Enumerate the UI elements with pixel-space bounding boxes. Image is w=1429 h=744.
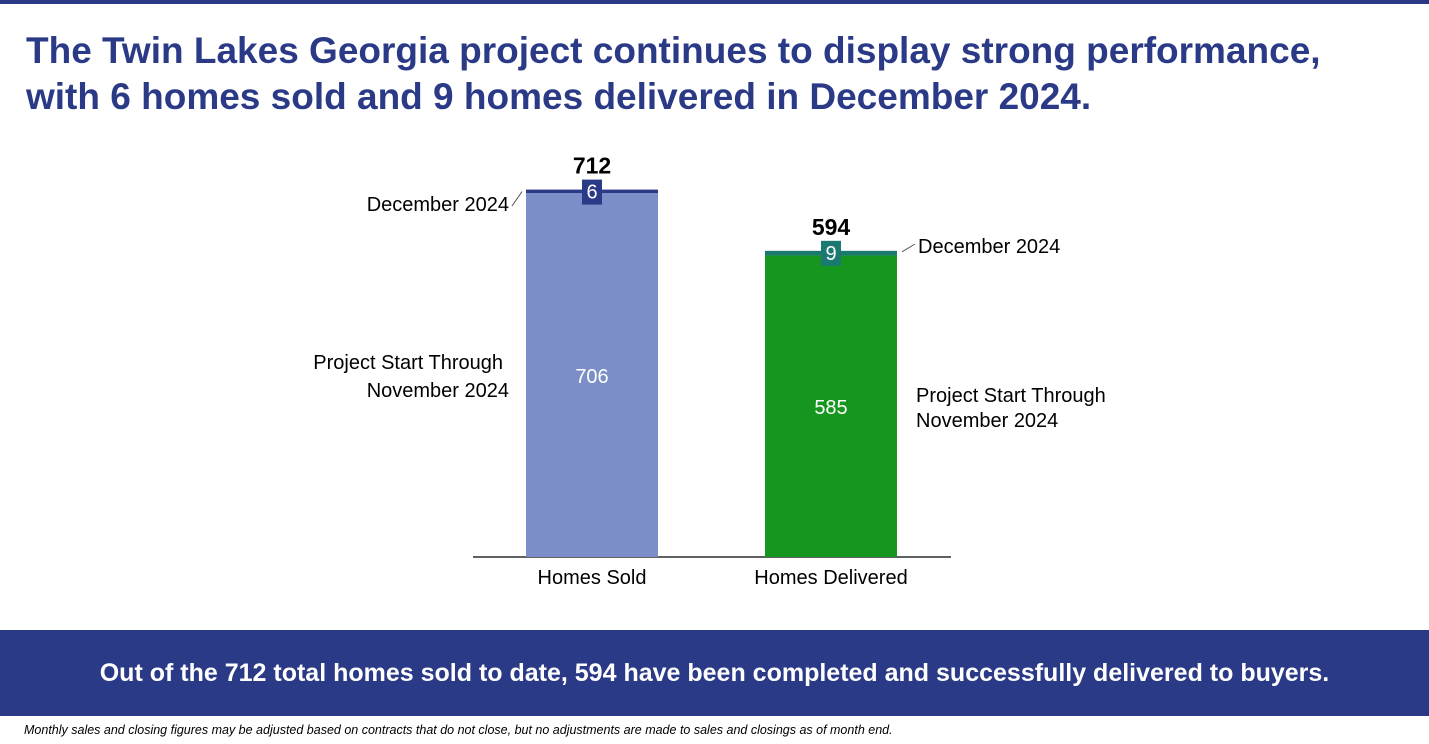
data-label-base-0: 706 — [575, 366, 608, 388]
data-label-box-december-0 — [582, 179, 602, 205]
series-label-base-0-line-1: November 2024 — [367, 380, 509, 402]
series-label-base-1-line-1: November 2024 — [916, 410, 1058, 432]
bar-segment-base-0 — [526, 193, 658, 557]
total-label-0: 712 — [573, 153, 611, 179]
stacked-bar-chart: 706 6 712 Homes Sold December 2024 Project St… — [313, 153, 1106, 589]
top-rule — [0, 0, 1429, 4]
series-label-december-0: December 2024 — [367, 194, 509, 216]
summary-banner: Out of the 712 total homes sold to date,… — [0, 630, 1429, 716]
page-title: The Twin Lakes Georgia project continues… — [26, 28, 1406, 120]
bar-segment-base-1 — [765, 255, 897, 557]
footnote: Monthly sales and closing figures may be… — [24, 723, 893, 737]
data-label-december-0: 6 — [586, 182, 597, 204]
series-label-base-0-line-0: Project Start Through — [313, 352, 503, 374]
callout-leader-december-0 — [511, 191, 523, 207]
category-label-1: Homes Delivered — [754, 567, 907, 589]
data-label-base-1: 585 — [814, 397, 847, 419]
data-label-december-1: 9 — [825, 243, 836, 265]
callout-leader-december-1 — [901, 243, 916, 253]
series-label-base-1-line-0: Project Start Through — [916, 385, 1106, 407]
data-label-box-december-1 — [821, 240, 841, 266]
total-label-1: 594 — [812, 214, 851, 240]
page-title-line-2: with 6 homes sold and 9 homes delivered … — [26, 76, 1092, 117]
page-title-line-1: The Twin Lakes Georgia project continues… — [26, 30, 1321, 71]
summary-banner-text: Out of the 712 total homes sold to date,… — [99, 658, 1330, 687]
series-label-december-1: December 2024 — [918, 236, 1060, 258]
category-label-0: Homes Sold — [538, 567, 647, 589]
